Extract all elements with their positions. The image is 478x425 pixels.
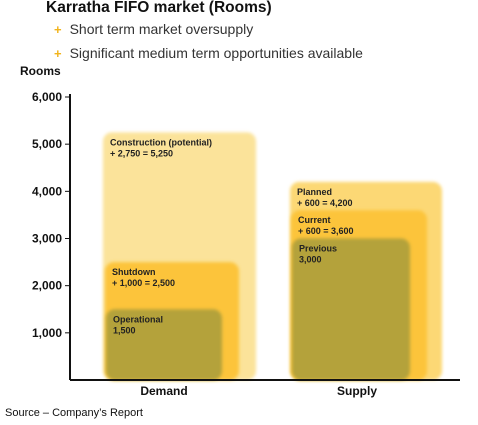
y-tick-label: 5,000	[32, 137, 62, 151]
bullet-item: + Significant medium term opportunities a…	[54, 45, 363, 61]
bar-label-previous: Previous	[299, 244, 337, 254]
y-tick-label: 4,000	[32, 184, 62, 198]
bar-value-current: + 600 = 3,600	[298, 226, 354, 236]
y-tick-label: 6,000	[32, 90, 62, 104]
bar-label-current: Current	[298, 215, 331, 225]
bullet-text: Significant medium term opportunities av…	[69, 45, 363, 61]
chart-title: Karratha FIFO market (Rooms)	[46, 0, 272, 16]
plus-icon: +	[54, 22, 62, 37]
bullet-item: + Short term market oversupply	[54, 21, 253, 37]
y-tick-label: 1,000	[32, 326, 62, 340]
x-category-label: Supply	[337, 384, 377, 398]
source-note: Source – Company’s Report	[5, 407, 143, 419]
bar-value-operational: 1,500	[113, 325, 136, 335]
bar-value-shutdown: + 1,000 = 2,500	[112, 278, 175, 288]
bar-value-previous: 3,000	[299, 255, 322, 265]
bar-previous	[292, 238, 410, 380]
y-axis-title: Rooms	[20, 64, 61, 78]
bar-label-shutdown: Shutdown	[112, 267, 156, 277]
y-tick-label: 2,000	[32, 279, 62, 293]
plus-icon: +	[54, 46, 62, 61]
bar-value-planned: + 600 = 4,200	[297, 198, 353, 208]
bar-label-construction: Construction (potential)	[110, 137, 212, 147]
bar-operational	[106, 309, 222, 380]
bar-label-planned: Planned	[297, 187, 332, 197]
x-category-label: Demand	[140, 384, 187, 398]
bar-label-operational: Operational	[113, 314, 163, 324]
y-tick-label: 3,000	[32, 232, 62, 246]
bar-value-construction: + 2,750 = 5,250	[110, 148, 173, 158]
bullet-text: Short term market oversupply	[69, 21, 254, 37]
